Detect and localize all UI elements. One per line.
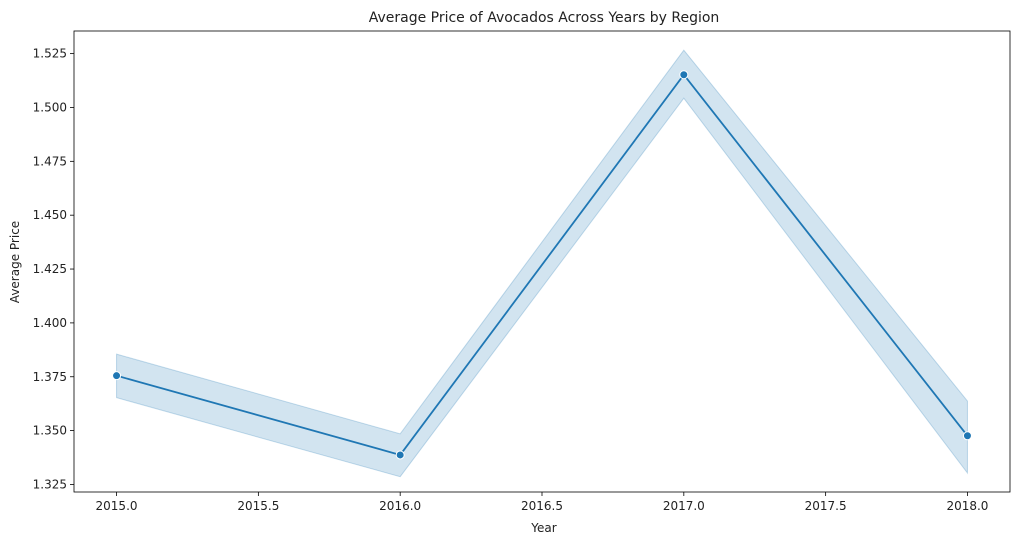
x-tick-label: 2016.5 [521,499,563,513]
data-point [679,70,689,80]
data-point [395,450,405,460]
x-tick-label: 2017.5 [805,499,847,513]
plot-area [112,49,972,478]
x-axis: 2015.0 2015.5 2016.0 2016.5 2017.0 2017.5 2018… [96,492,988,513]
x-tick-label: 2018.0 [946,499,988,513]
x-tick-label: 2015.5 [237,499,279,513]
y-tick-label: 1.450 [33,208,67,222]
series-line [116,73,969,456]
y-axis: 1.325 1.350 1.375 1.400 1.425 1.450 1.475 1.500… [33,47,74,491]
y-tick-label: 1.525 [33,47,67,61]
y-tick-label: 1.325 [33,477,67,491]
y-tick-label: 1.400 [33,316,67,330]
data-point [112,371,122,381]
x-tick-label: 2016.0 [379,499,421,513]
y-tick-label: 1.375 [33,370,67,384]
data-point [962,431,972,441]
y-tick-label: 1.475 [33,154,67,168]
x-tick-label: 2017.0 [663,499,705,513]
x-axis-label: Year [530,521,556,535]
y-tick-label: 1.350 [33,424,67,438]
x-tick-label: 2015.0 [96,499,138,513]
chart-title: Average Price of Avocados Across Years b… [369,10,720,26]
y-tick-label: 1.425 [33,262,67,276]
plot-frame [73,30,1011,493]
y-axis-label: Average Price [8,221,22,303]
y-tick-label: 1.500 [33,100,67,114]
